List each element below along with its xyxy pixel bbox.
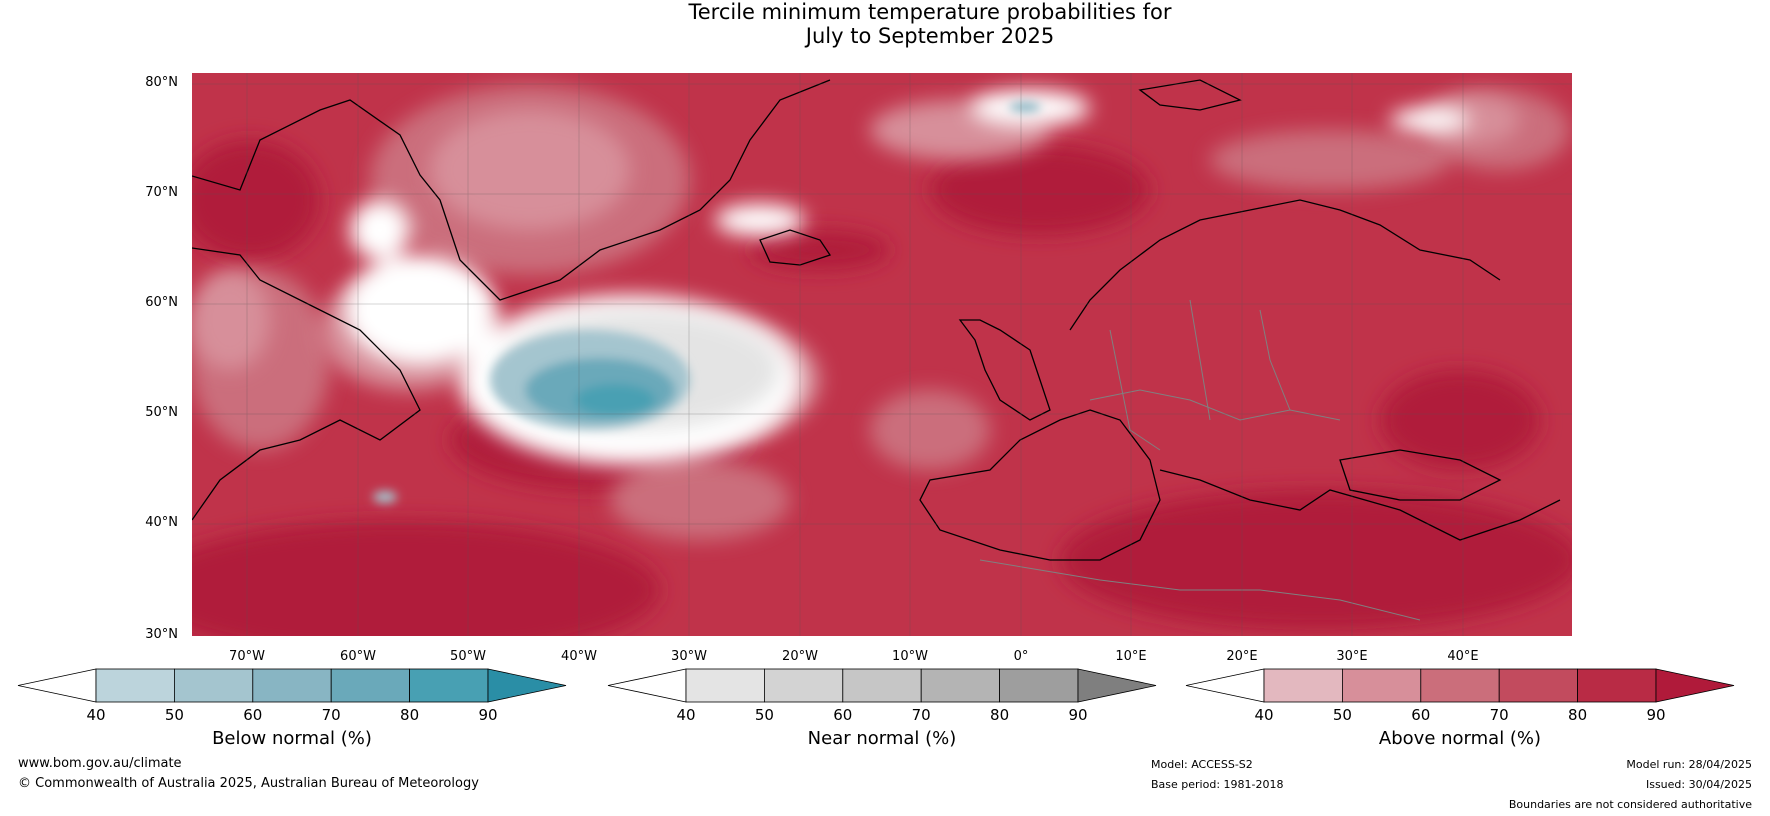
below-normal-region	[373, 102, 1041, 503]
footer-issued: Issued: 30/04/2025	[1645, 778, 1752, 791]
very-high-above-normal-regions	[192, 140, 1572, 636]
lon-label-20w: 20°W	[782, 649, 818, 664]
above-normal-cbar-high-triangle	[1655, 668, 1735, 703]
above-normal-tick-label: 80	[1568, 706, 1588, 724]
lon-label-60w: 60°W	[340, 649, 376, 664]
below-normal-legend-title: Below normal (%)	[212, 728, 372, 749]
lon-label-10e: 10°E	[1115, 649, 1147, 664]
below-normal-tick-label: 50	[164, 706, 184, 724]
above-normal-cbar-segment	[1263, 668, 1343, 703]
below-normal-tick-label: 40	[86, 706, 106, 724]
graticule	[192, 73, 1572, 636]
lat-label-60n: 60°N	[145, 295, 178, 310]
lon-label-20e: 20°E	[1226, 649, 1258, 664]
near-normal-tick-label: 60	[833, 706, 853, 724]
lon-label-30e: 30°E	[1336, 649, 1368, 664]
near-normal-cbar-segment	[920, 668, 1001, 703]
colorbars	[17, 668, 1735, 703]
above-normal-tick-label: 90	[1646, 706, 1666, 724]
near-normal-cbar-segment	[764, 668, 844, 703]
below-normal-cbar-segment	[330, 668, 411, 703]
footer-model: Model: ACCESS-S2	[1151, 758, 1253, 771]
lon-label-70w: 70°W	[229, 649, 265, 664]
near-normal-tick-label: 70	[911, 706, 931, 724]
lat-label-70n: 70°N	[145, 185, 178, 200]
above-normal-cbar-segment	[1342, 668, 1422, 703]
title-line-2: July to September 2025	[805, 24, 1055, 48]
lat-label-80n: 80°N	[145, 75, 178, 90]
footer-base-period: Base period: 1981-2018	[1151, 778, 1284, 791]
above-normal-tick-label: 70	[1489, 706, 1509, 724]
above-normal-cbar-segment	[1498, 668, 1578, 703]
near-normal-tick-label: 80	[990, 706, 1010, 724]
below-normal-cbar-segment	[252, 668, 332, 703]
near-normal-cbar-high-triangle	[1077, 668, 1157, 703]
below-normal-cbar-low-triangle	[17, 668, 97, 703]
near-normal-cbar-segment	[842, 668, 922, 703]
above-normal-cbar-segment	[1420, 668, 1500, 703]
near-normal-cbar-low-triangle	[607, 668, 687, 703]
footer-disclaimer: Boundaries are not considered authoritat…	[1508, 798, 1752, 811]
above-normal-tick-label: 60	[1411, 706, 1431, 724]
lon-label-30w: 30°W	[671, 649, 707, 664]
title-line-1: Tercile minimum temperature probabilitie…	[688, 0, 1172, 24]
footer-copyright: © Commonwealth of Australia 2025, Austra…	[18, 776, 479, 791]
near-normal-tick-label: 90	[1068, 706, 1088, 724]
lon-label-40e: 40°E	[1447, 649, 1479, 664]
above-normal-tick-label: 50	[1332, 706, 1352, 724]
lat-label-50n: 50°N	[145, 405, 178, 420]
footer-model-run: Model run: 28/04/2025	[1626, 758, 1752, 771]
above-normal-tick-label: 40	[1254, 706, 1274, 724]
below-normal-tick-label: 70	[321, 706, 341, 724]
lon-label-0: 0°	[1013, 649, 1029, 664]
below-normal-tick-label: 60	[243, 706, 263, 724]
above-normal-cbar-segment	[1577, 668, 1657, 703]
below-normal-cbar-segment	[95, 668, 175, 703]
country-borders	[979, 299, 1421, 621]
near-normal-tick-label: 40	[676, 706, 696, 724]
lon-label-50w: 50°W	[450, 649, 486, 664]
below-normal-tick-label: 80	[400, 706, 420, 724]
near-normal-tick-label: 50	[754, 706, 774, 724]
near-normal-cbar-segment	[685, 668, 765, 703]
below-normal-tick-label: 90	[478, 706, 498, 724]
below-normal-cbar-high-triangle	[487, 668, 567, 703]
coastlines	[192, 79, 1561, 561]
map-title: Tercile minimum temperature probabilitie…	[0, 0, 1770, 48]
below-normal-cbar-segment	[409, 668, 489, 703]
lat-label-40n: 40°N	[145, 515, 178, 530]
footer-website: www.bom.gov.au/climate	[18, 756, 182, 771]
below-normal-cbar-segment	[173, 668, 254, 703]
above-normal-legend-title: Above normal (%)	[1378, 728, 1542, 749]
above-normal-cbar-low-triangle	[1185, 668, 1265, 703]
lon-label-40w: 40°W	[561, 649, 597, 664]
lon-label-10w: 10°W	[892, 649, 928, 664]
near-normal-legend-title: Near normal (%)	[807, 728, 957, 749]
near-normal-cbar-segment	[999, 668, 1079, 703]
lat-label-30n: 30°N	[145, 627, 178, 642]
